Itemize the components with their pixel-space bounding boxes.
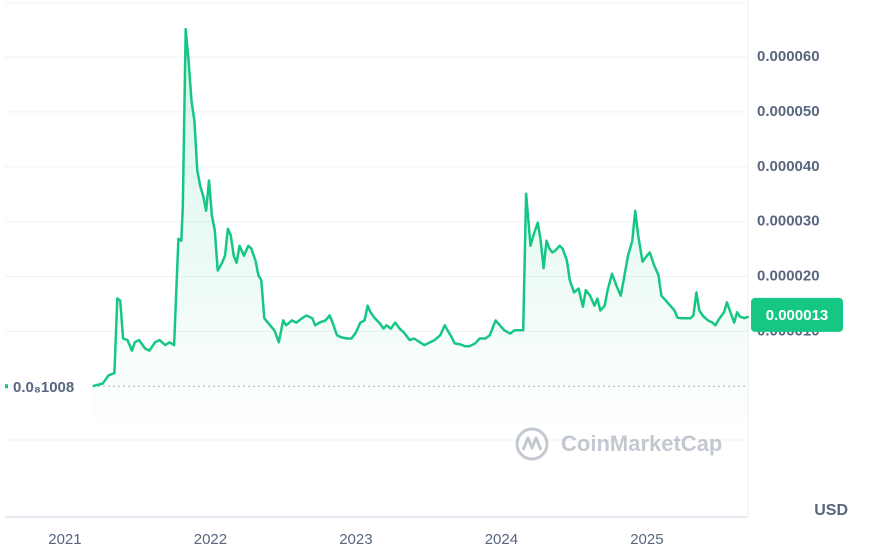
price-area [92, 29, 749, 440]
x-tick-label: 2023 [339, 531, 372, 548]
plot [5, 27, 750, 440]
current-price-label: 0.000013 [766, 307, 829, 324]
x-tick-label: 2024 [485, 531, 518, 548]
x-tick-label: 2022 [194, 531, 227, 548]
y-tick-label: 0.000020 [757, 267, 820, 284]
start-price-marker [5, 384, 8, 389]
x-tick-label: 2025 [630, 531, 663, 548]
watermark-logo [515, 427, 549, 461]
watermark-logo [521, 436, 543, 451]
y-tick-label: 0.000060 [757, 48, 820, 65]
watermark-text: CoinMarketCap [561, 431, 722, 456]
labels: 0.0000100.0000200.0000300.0000400.000050… [13, 48, 843, 548]
currency-label: USD [814, 502, 848, 519]
y-tick-label: 0.000050 [757, 103, 820, 120]
price-line [92, 27, 750, 388]
watermark: CoinMarketCap [515, 427, 722, 461]
y-tick-label: 0.000040 [757, 158, 820, 175]
x-tick-label: 2021 [48, 531, 81, 548]
y-tick-label: 0.000030 [757, 213, 820, 230]
current-price-tag [751, 297, 843, 332]
start-price-label: 0.0₈1008 [13, 379, 74, 396]
